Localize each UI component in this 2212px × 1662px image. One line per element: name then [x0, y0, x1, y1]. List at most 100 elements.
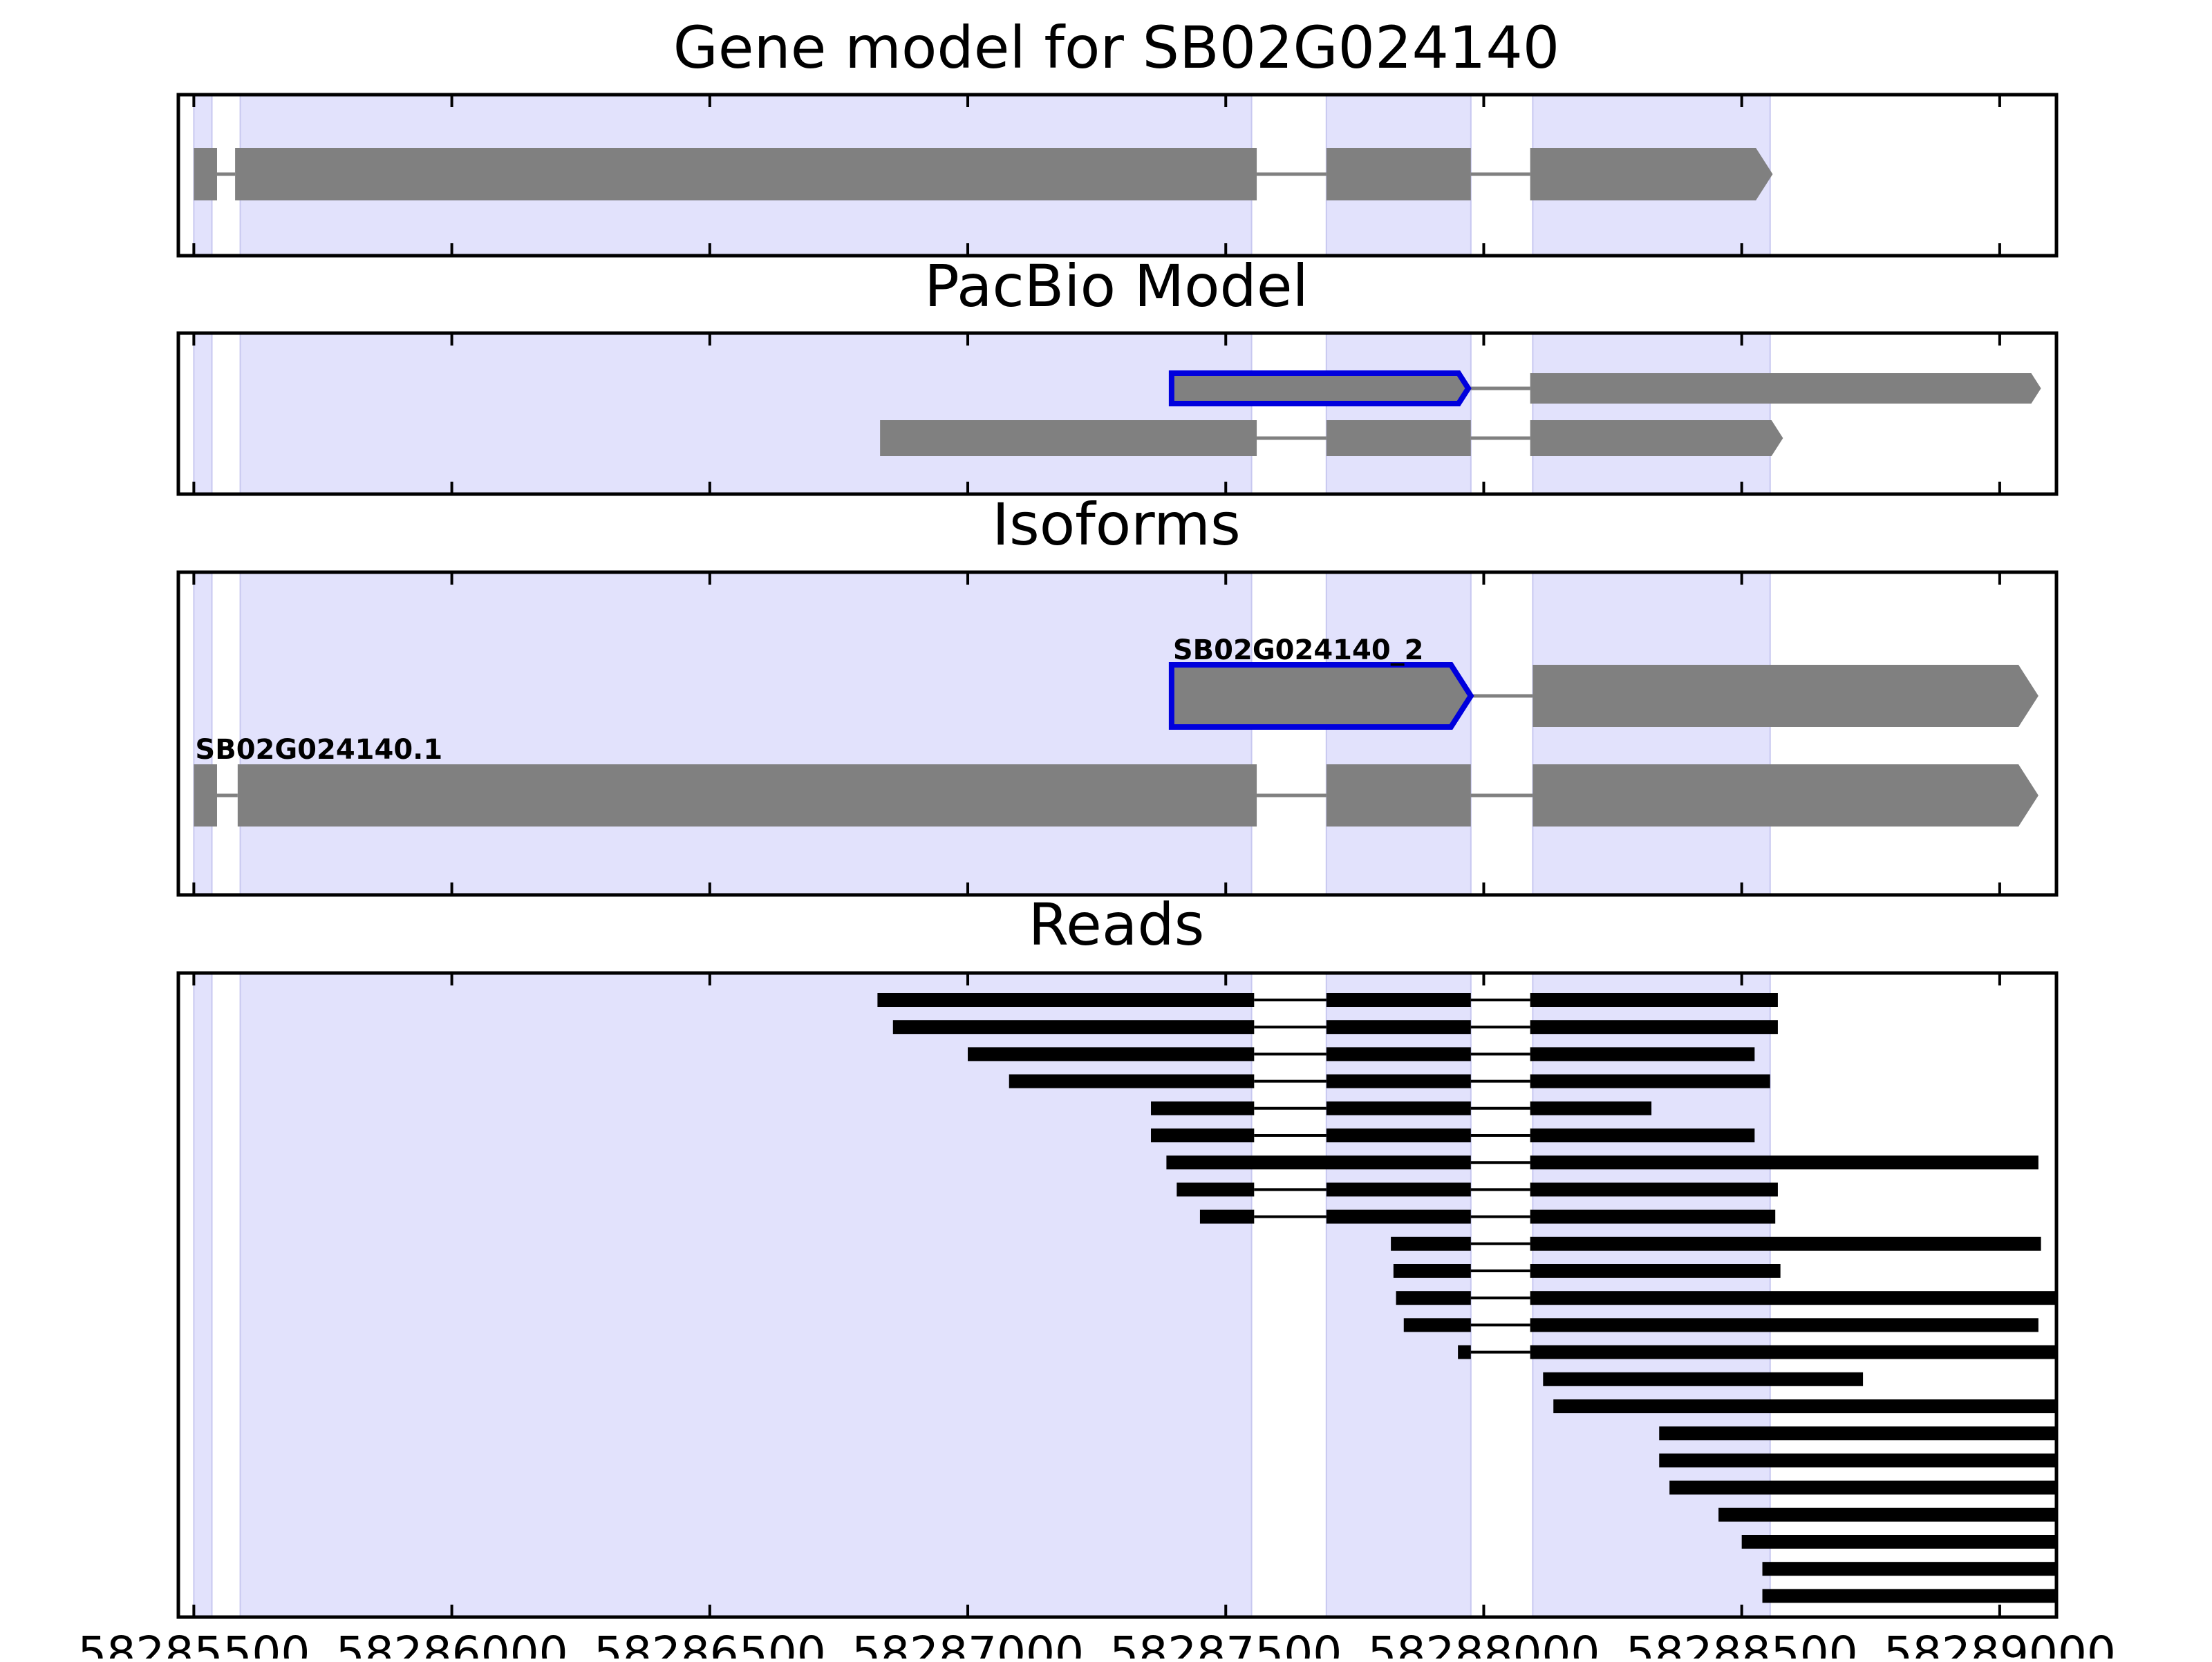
panel-isoforms: SB02G024140_2 SB02G024140.1 Isoforms	[176, 491, 2059, 897]
read-block	[1326, 1047, 1471, 1061]
panel-frame	[176, 971, 2059, 1619]
x-tick-label: 58287000	[852, 1627, 1084, 1659]
read-block	[1659, 1426, 2056, 1441]
read-block	[1530, 1155, 2038, 1170]
exon-region-shade	[1325, 572, 1472, 896]
read	[1199, 1209, 1776, 1224]
x-tick-label: 58288500	[1626, 1627, 1858, 1659]
panel-pacbio-model: PacBio Model	[176, 252, 2059, 496]
read-block	[1326, 1129, 1471, 1142]
read-block	[1530, 1020, 1778, 1035]
read-block	[1553, 1399, 2056, 1413]
read-block	[1391, 1236, 1471, 1251]
exon-region-shade	[1532, 332, 1771, 495]
exon-region-shade	[1532, 572, 1771, 896]
read-block	[1530, 1182, 1778, 1197]
read-block	[1762, 1589, 2056, 1603]
exon-block	[1168, 370, 1472, 406]
x-tick-label: 58286000	[336, 1627, 568, 1659]
read-block	[968, 1047, 1255, 1061]
x-axis: 58285500 58286000 58286500 58287000 58287500…	[77, 1627, 2116, 1662]
exon-block	[237, 764, 1257, 827]
isoform-label: SB02G024140.1	[195, 734, 442, 766]
x-tick-label: 58288000	[1367, 1627, 1600, 1659]
exon-block	[1326, 420, 1471, 456]
read-block	[1530, 1264, 1781, 1278]
read-block	[1403, 1318, 1471, 1332]
read	[1659, 1426, 2056, 1441]
read	[1659, 1453, 2056, 1468]
read-block	[1530, 993, 1778, 1007]
x-tick-label: 58285500	[77, 1627, 310, 1659]
read-block	[1530, 1291, 2056, 1305]
read-block	[1393, 1264, 1471, 1278]
panel-title-gene-model: Gene model for SB02G024140	[673, 14, 1559, 82]
exon-region-shade	[239, 572, 1253, 896]
read-block	[1177, 1182, 1255, 1197]
read-block	[1530, 1345, 2056, 1359]
read-block	[1530, 1074, 1770, 1088]
transcript	[194, 148, 1773, 200]
exon-block	[194, 764, 217, 827]
isoform-label: SB02G024140_2	[1173, 634, 1424, 666]
read	[1151, 1101, 1652, 1115]
read-block	[1396, 1291, 1471, 1305]
exon-block	[1168, 662, 1474, 730]
read	[1543, 1372, 1864, 1386]
panel-content	[176, 331, 2059, 496]
read	[1762, 1589, 2056, 1603]
read-block	[1199, 1209, 1255, 1224]
exon-block	[1533, 665, 2038, 727]
panel-frame	[176, 570, 2059, 897]
read	[1393, 1264, 1781, 1278]
exon-region-shade	[193, 332, 213, 495]
exon-block	[1530, 373, 2041, 404]
panel-title-isoforms: Isoforms	[992, 491, 1241, 558]
read-block	[1326, 1074, 1471, 1088]
x-tick-label: 58289000	[1884, 1627, 2116, 1659]
transcript-highlighted	[1168, 662, 2038, 730]
read-block	[892, 1020, 1255, 1035]
read-block	[1530, 1101, 1652, 1115]
x-tick-label: 58287500	[1109, 1627, 1342, 1659]
read-block	[1741, 1535, 2056, 1549]
read	[1669, 1480, 2056, 1495]
x-tick-label: 58286500	[594, 1627, 826, 1659]
read-block	[1326, 993, 1471, 1007]
panel-title-reads: Reads	[1029, 891, 1205, 959]
panel-frame	[176, 93, 2059, 258]
exon-region-shade	[193, 572, 213, 896]
read	[892, 1020, 1778, 1035]
read-block	[1530, 1236, 2041, 1251]
read-block	[1530, 1129, 1755, 1142]
read-block	[1326, 1101, 1471, 1115]
exon-region-shade	[239, 332, 1253, 495]
read-block	[1669, 1480, 2056, 1495]
read	[1151, 1129, 1755, 1142]
read-block	[1326, 1182, 1471, 1197]
read	[1391, 1236, 2041, 1251]
exon-block	[1530, 148, 1773, 200]
read	[1458, 1345, 2056, 1359]
transcript-highlighted	[1168, 370, 2041, 406]
panel-gene-model: Gene model for SB02G024140	[176, 14, 2059, 258]
exon-block	[1530, 420, 1783, 456]
read	[1177, 1182, 1778, 1197]
read	[1403, 1318, 2038, 1332]
panel-frame	[176, 331, 2059, 496]
exon-block	[1533, 764, 2038, 827]
panel-content	[176, 93, 2059, 258]
panel-title-pacbio-model: PacBio Model	[924, 252, 1309, 320]
exon-region-shade	[193, 972, 213, 1618]
read	[1718, 1507, 2056, 1522]
read	[1741, 1535, 2056, 1549]
panel-reads: Reads	[176, 891, 2059, 1619]
read-block	[1166, 1155, 1471, 1170]
read-block	[1458, 1345, 1471, 1359]
read-block	[877, 993, 1255, 1007]
read-block	[1151, 1101, 1255, 1115]
read-block	[1659, 1453, 2056, 1468]
exon-block	[880, 420, 1257, 456]
read-block	[1762, 1562, 2056, 1576]
